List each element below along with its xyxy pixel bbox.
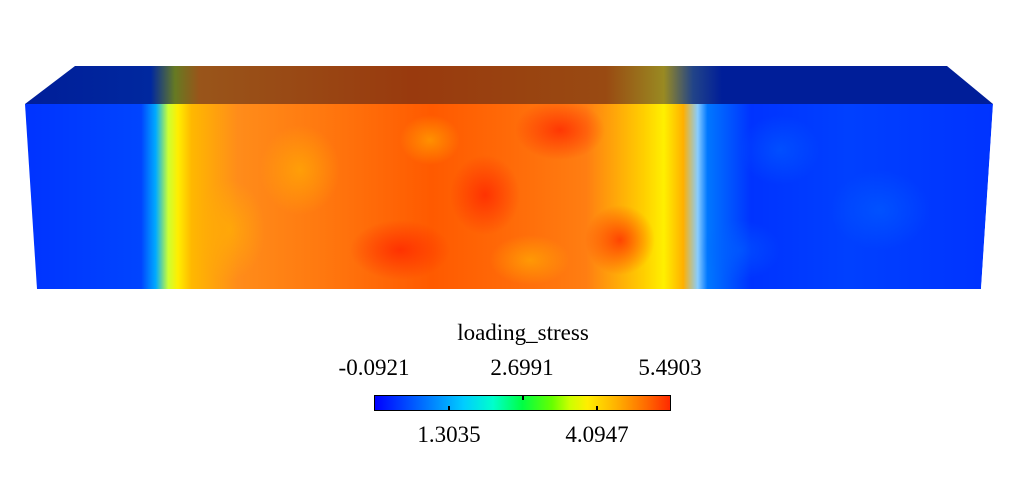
colorbar-tick-label-max: 5.4903 — [638, 355, 702, 380]
block-top-face — [25, 66, 993, 104]
colorbar-tick-label-mid: 2.6991 — [490, 355, 554, 380]
colorbar-tick-mark-bottom — [596, 406, 598, 411]
3d-viewport[interactable] — [0, 0, 1022, 300]
colorbar-tick-label-q1: 1.3035 — [417, 422, 481, 447]
block-front-face — [25, 104, 993, 289]
colorbar — [374, 395, 671, 411]
colorbar-tick-mark-top — [522, 395, 524, 400]
colorbar-tick-label-min: -0.0921 — [338, 355, 410, 380]
colorbar-title: loading_stress — [457, 320, 589, 345]
colorbar-tick-mark-bottom — [448, 406, 450, 411]
block-side-face — [981, 104, 993, 289]
colorbar-tick-label-q3: 4.0947 — [565, 422, 629, 447]
